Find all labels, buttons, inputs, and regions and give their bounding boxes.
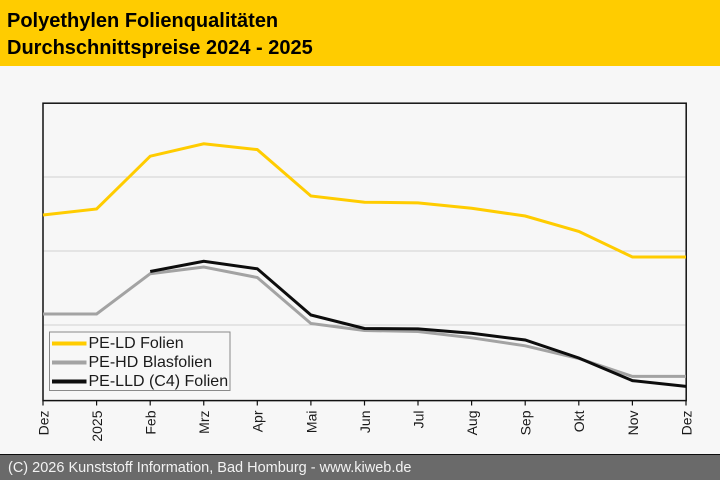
svg-text:Apr: Apr xyxy=(250,410,266,432)
svg-text:Mai: Mai xyxy=(303,411,319,434)
svg-text:PE-LD Folien: PE-LD Folien xyxy=(89,335,184,352)
svg-text:Sep: Sep xyxy=(518,410,534,435)
svg-text:Jul: Jul xyxy=(410,411,426,429)
svg-text:Dez: Dez xyxy=(678,411,694,436)
svg-text:Feb: Feb xyxy=(143,410,159,434)
svg-text:PE-LLD (C4) Folien: PE-LLD (C4) Folien xyxy=(89,373,229,390)
svg-text:Okt: Okt xyxy=(571,410,587,432)
svg-text:Dez: Dez xyxy=(35,411,51,436)
svg-text:PE-HD Blasfolien: PE-HD Blasfolien xyxy=(89,354,213,371)
svg-text:2025: 2025 xyxy=(89,410,105,441)
svg-text:Nov: Nov xyxy=(625,411,641,436)
svg-text:Jun: Jun xyxy=(357,411,373,434)
svg-text:Mrz: Mrz xyxy=(196,411,212,434)
svg-text:Aug: Aug xyxy=(464,411,480,436)
